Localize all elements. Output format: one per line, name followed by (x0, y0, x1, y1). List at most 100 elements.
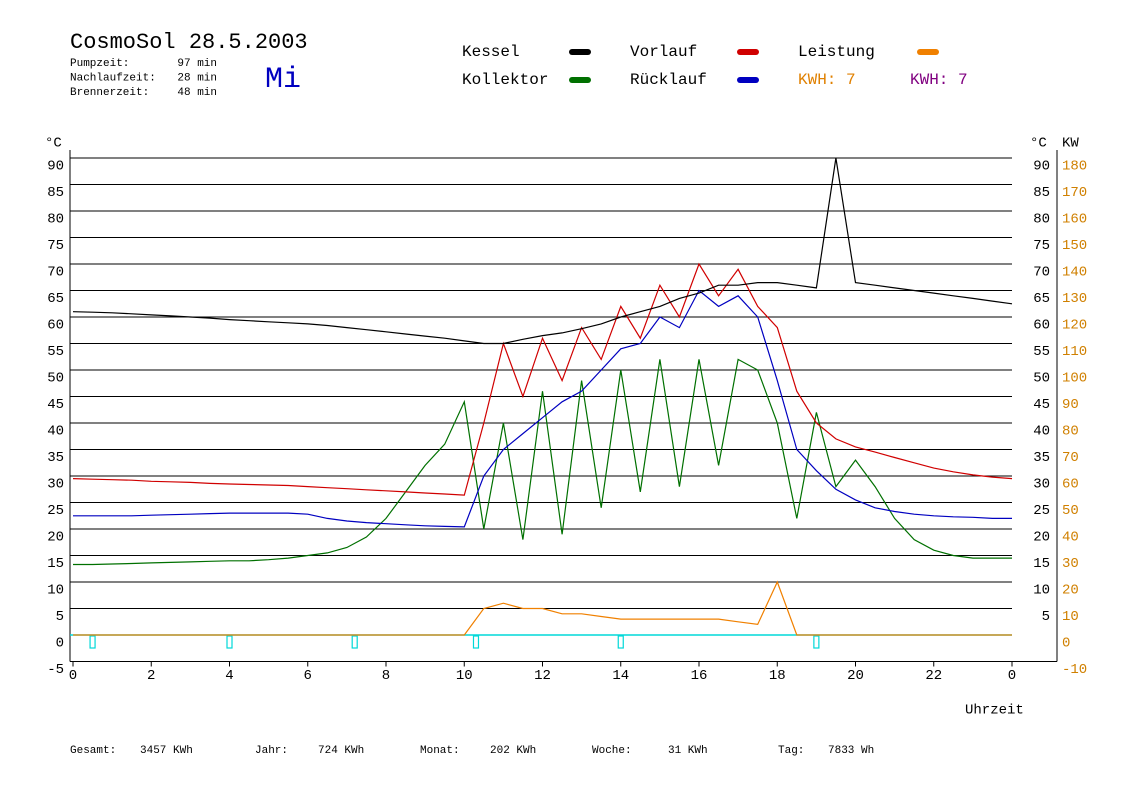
y-tick-label: 85 (47, 185, 64, 201)
x-tick-label: 22 (925, 668, 942, 684)
y-tick-label-right: 5 (1042, 609, 1050, 625)
legend-label: Rücklauf (630, 71, 707, 89)
y-tick-label-right: 80 (1033, 212, 1050, 228)
footer-value: 7833 Wh (828, 745, 874, 757)
y-tick-label-right: 50 (1033, 371, 1050, 387)
kwh-label: KWH: 7 (910, 71, 968, 89)
marker (472, 635, 480, 649)
marker (617, 635, 624, 649)
y-tick-label: 45 (47, 397, 64, 413)
x-tick-label: 6 (304, 668, 312, 684)
y2-tick-label: 90 (1062, 397, 1079, 413)
legend-label: Kollektor (462, 71, 548, 89)
marker (813, 635, 820, 649)
x-tick-label: 4 (225, 668, 233, 684)
y-tick-label: 0 (56, 636, 64, 652)
series-line (73, 289, 1012, 528)
y-tick-label: 80 (47, 212, 64, 228)
footer-label: Monat: (420, 745, 460, 757)
marker (89, 635, 96, 649)
y2-tick-label: 30 (1062, 556, 1079, 572)
x-tick-label: 10 (456, 668, 473, 684)
y-tick-label: 15 (47, 556, 64, 572)
y-tick-label: 90 (47, 159, 64, 175)
y2-tick-label: 20 (1062, 583, 1079, 599)
y-tick-label: 70 (47, 265, 64, 281)
legend-label: Kessel (462, 43, 520, 61)
x-tick-label: 18 (769, 668, 786, 684)
y2-tick-label: 180 (1062, 159, 1087, 175)
y-tick-label-right: 55 (1033, 344, 1050, 360)
y2-tick-label: 40 (1062, 530, 1079, 546)
y2-tick-label: 100 (1062, 371, 1087, 387)
marker (351, 635, 358, 649)
stat-value: 28 min (177, 72, 217, 84)
footer-value: 202 KWh (490, 745, 536, 757)
y2-axis-label: KW (1062, 136, 1079, 152)
footer-value: 31 KWh (668, 745, 708, 757)
y-tick-label: 75 (47, 238, 64, 254)
y-tick-label: -5 (47, 662, 64, 678)
series-line (73, 358, 1012, 566)
y-tick-label: 30 (47, 477, 64, 493)
stat-value: 48 min (177, 87, 217, 99)
y2-tick-label: 50 (1062, 503, 1079, 519)
y2-tick-label: 170 (1062, 185, 1087, 201)
x-tick-label: 2 (147, 668, 155, 684)
y2-tick-label: -10 (1062, 662, 1087, 678)
x-axis-label: Uhrzeit (965, 703, 1024, 719)
y-tick-label-right: 45 (1033, 397, 1050, 413)
stat-label: Nachlaufzeit: (70, 72, 156, 84)
x-tick-label: 0 (1008, 668, 1016, 684)
kwh-label: KWH: 7 (798, 71, 856, 89)
day-label: Mi (265, 63, 301, 97)
marker (226, 635, 233, 649)
footer-label: Jahr: (255, 745, 288, 757)
y2-tick-label: 160 (1062, 212, 1087, 228)
y-tick-label-right: 85 (1033, 185, 1050, 201)
x-tick-label: 12 (534, 668, 551, 684)
y-tick-label-right: 15 (1033, 556, 1050, 572)
y-tick-label-right: 20 (1033, 530, 1050, 546)
y2-tick-label: 120 (1062, 318, 1087, 334)
y2-tick-label: 60 (1062, 477, 1079, 493)
y-tick-label-right: 40 (1033, 424, 1050, 440)
y2-tick-label: 0 (1062, 636, 1070, 652)
y-axis-label-right: °C (1030, 136, 1047, 152)
legend-label: Leistung (798, 43, 875, 61)
x-tick-label: 14 (612, 668, 629, 684)
footer-value: 724 KWh (318, 745, 364, 757)
y2-tick-label: 150 (1062, 238, 1087, 254)
y-tick-label: 60 (47, 318, 64, 334)
y2-tick-label: 70 (1062, 450, 1079, 466)
y-tick-label: 25 (47, 503, 64, 519)
chart-title: CosmoSol 28.5.2003 (70, 30, 308, 55)
y-tick-label-right: 30 (1033, 477, 1050, 493)
y-tick-label: 35 (47, 450, 64, 466)
y2-tick-label: 80 (1062, 424, 1079, 440)
footer-label: Gesamt: (70, 745, 116, 757)
y-tick-label-right: 60 (1033, 318, 1050, 334)
y-tick-label: 50 (47, 371, 64, 387)
series-line (72, 157, 1013, 345)
legend-label: Vorlauf (630, 43, 697, 61)
x-tick-label: 0 (69, 668, 77, 684)
x-tick-label: 8 (382, 668, 390, 684)
y-tick-label-right: 70 (1033, 265, 1050, 281)
y-tick-label-right: 25 (1033, 503, 1050, 519)
y-tick-label-right: 75 (1033, 238, 1050, 254)
stat-label: Pumpzeit: (70, 58, 129, 70)
y-tick-label: 55 (47, 344, 64, 360)
y-tick-label: 5 (56, 609, 64, 625)
y-axis-label: °C (45, 136, 62, 152)
y-tick-label-right: 10 (1033, 583, 1050, 599)
series-line (73, 580, 1012, 636)
stat-value: 97 min (177, 58, 217, 70)
stat-label: Brennerzeit: (70, 87, 149, 99)
footer-label: Woche: (592, 745, 632, 757)
footer-value: 3457 KWh (140, 745, 193, 757)
y-tick-label: 20 (47, 530, 64, 546)
y2-tick-label: 10 (1062, 609, 1079, 625)
